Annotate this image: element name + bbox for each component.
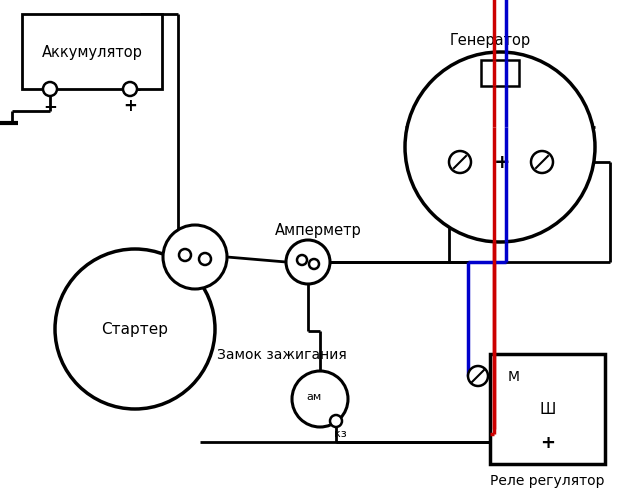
- Text: Аккумулятор: Аккумулятор: [42, 45, 143, 60]
- Circle shape: [330, 415, 342, 427]
- Text: Генератор: Генератор: [449, 34, 531, 49]
- Text: М: М: [508, 369, 520, 383]
- Text: −: −: [43, 97, 57, 115]
- Bar: [490, 354, 605, 464]
- Text: Замок зажигания: Замок зажигания: [217, 347, 347, 361]
- Circle shape: [123, 83, 137, 97]
- Text: кз: кз: [333, 428, 346, 438]
- Text: +: +: [540, 433, 555, 451]
- Text: ам: ам: [307, 391, 322, 401]
- Text: Ш: Ш: [540, 402, 556, 417]
- Text: +: +: [493, 153, 510, 172]
- Text: Амперметр: Амперметр: [275, 223, 362, 238]
- Text: +: +: [123, 97, 137, 115]
- Circle shape: [531, 152, 553, 174]
- Circle shape: [55, 249, 215, 409]
- Circle shape: [468, 366, 488, 386]
- Circle shape: [297, 256, 307, 266]
- Circle shape: [163, 225, 227, 290]
- Bar: [22, 15, 162, 90]
- Circle shape: [309, 260, 319, 270]
- Circle shape: [449, 152, 471, 174]
- Circle shape: [405, 53, 595, 242]
- Circle shape: [292, 371, 348, 427]
- Circle shape: [286, 240, 330, 285]
- Circle shape: [43, 83, 57, 97]
- Text: Стартер: Стартер: [102, 322, 168, 337]
- Text: Реле регулятор: Реле регулятор: [490, 473, 605, 487]
- Circle shape: [179, 249, 191, 262]
- Bar: [481, 61, 519, 87]
- Circle shape: [199, 254, 211, 266]
